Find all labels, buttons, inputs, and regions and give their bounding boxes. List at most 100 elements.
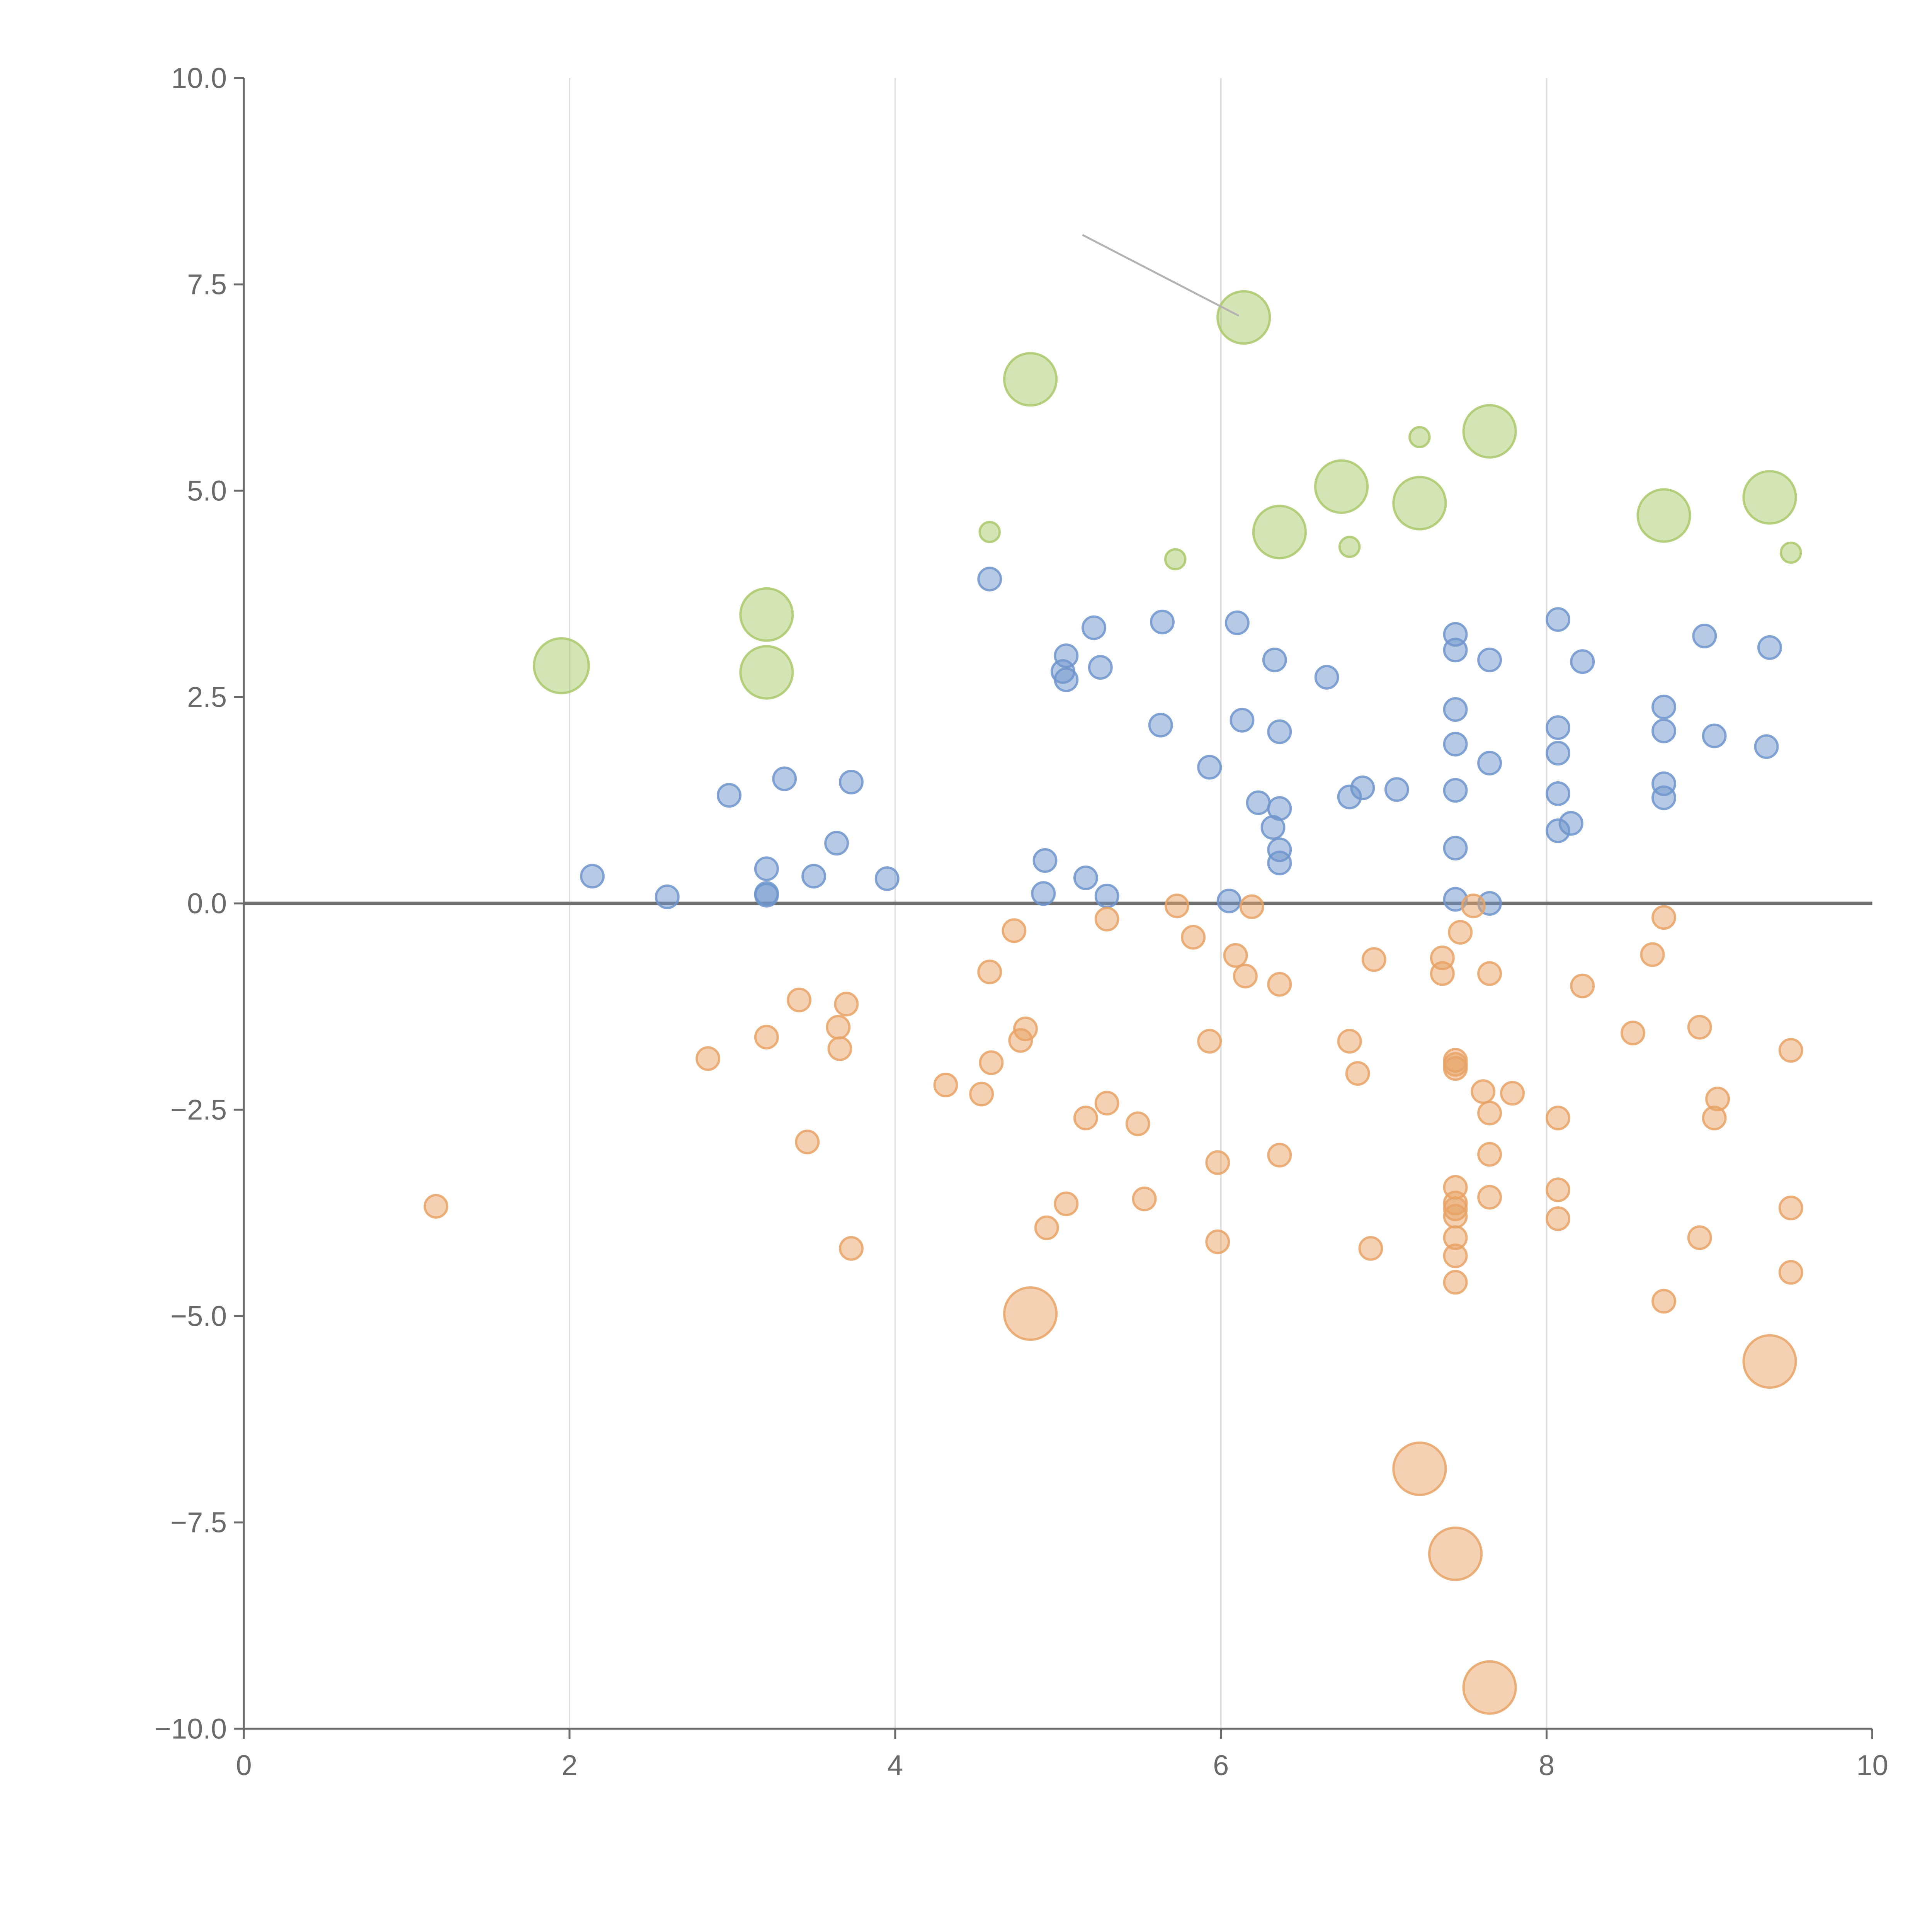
positive-bubble bbox=[1546, 741, 1571, 766]
positive-large-bubble bbox=[1338, 536, 1361, 558]
negative-bubble bbox=[834, 992, 859, 1017]
negative-bubble bbox=[1073, 1105, 1098, 1131]
x-tick-label: 8 bbox=[1539, 1749, 1554, 1781]
negative-bubble bbox=[969, 1082, 994, 1107]
negative-bubble bbox=[1345, 1061, 1370, 1086]
positive-bubble bbox=[1054, 643, 1079, 668]
positive-bubble bbox=[1477, 750, 1502, 776]
positive-bubble bbox=[1094, 883, 1119, 908]
positive-bubble bbox=[1267, 850, 1292, 876]
positive-large-bubble bbox=[1779, 541, 1802, 564]
positive-bubble bbox=[655, 884, 680, 909]
positive-bubble bbox=[1081, 615, 1106, 640]
positive-bubble bbox=[1032, 848, 1058, 873]
positive-bubble bbox=[1702, 723, 1727, 748]
positive-bubble bbox=[1246, 790, 1271, 815]
positive-bubble bbox=[1150, 609, 1175, 634]
negative-bubble bbox=[1477, 1142, 1502, 1167]
positive-bubble bbox=[1088, 655, 1113, 680]
positive-bubble bbox=[1197, 755, 1222, 780]
positive-bubble bbox=[1546, 607, 1571, 632]
positive-large-bubble bbox=[1392, 476, 1447, 531]
positive-large-bubble bbox=[978, 521, 1001, 543]
annotation-leader-line bbox=[1082, 234, 1240, 317]
negative-bubble bbox=[1197, 1029, 1222, 1054]
positive-large-bubble bbox=[739, 645, 794, 700]
x-tick-label: 6 bbox=[1213, 1749, 1229, 1781]
positive-large-bubble bbox=[1742, 470, 1797, 525]
negative-bubble bbox=[1094, 906, 1119, 932]
positive-bubble bbox=[1651, 718, 1676, 743]
positive-bubble bbox=[1054, 667, 1079, 692]
positive-bubble bbox=[801, 864, 827, 889]
positive-large-bubble bbox=[1314, 459, 1369, 514]
positive-large-bubble bbox=[1408, 426, 1431, 448]
negative-bubble bbox=[1125, 1111, 1150, 1136]
negative-bubble bbox=[795, 1129, 820, 1155]
negative-bubble bbox=[1003, 1286, 1058, 1341]
negative-bubble bbox=[1461, 893, 1486, 918]
negative-bubble bbox=[1778, 1038, 1803, 1063]
negative-bubble bbox=[1267, 972, 1292, 997]
positive-bubble bbox=[1692, 624, 1717, 648]
negative-bubble bbox=[1477, 1185, 1502, 1210]
positive-bubble bbox=[1216, 888, 1242, 913]
negative-bubble bbox=[1443, 1056, 1468, 1081]
negative-bubble bbox=[787, 987, 812, 1012]
positive-bubble bbox=[1443, 697, 1468, 722]
negative-bubble bbox=[979, 1050, 1004, 1075]
negative-bubble bbox=[1778, 1196, 1803, 1221]
positive-bubble bbox=[1230, 707, 1255, 733]
negative-bubble bbox=[1181, 925, 1206, 950]
negative-bubble bbox=[1640, 942, 1665, 967]
negative-bubble bbox=[1477, 961, 1502, 986]
positive-bubble bbox=[1384, 777, 1409, 802]
positive-bubble bbox=[1443, 638, 1468, 663]
negative-bubble bbox=[1013, 1016, 1038, 1041]
positive-bubble bbox=[754, 883, 779, 908]
positive-bubble bbox=[1558, 811, 1583, 836]
positive-bubble bbox=[824, 831, 849, 856]
negative-bubble bbox=[1443, 1243, 1468, 1269]
negative-bubble bbox=[423, 1194, 449, 1219]
negative-bubble bbox=[1477, 1100, 1502, 1126]
positive-large-bubble bbox=[533, 637, 590, 694]
negative-bubble bbox=[1430, 961, 1455, 986]
positive-bubble bbox=[1073, 865, 1098, 890]
positive-large-bubble bbox=[1003, 352, 1058, 407]
negative-bubble bbox=[1428, 1526, 1483, 1581]
negative-bubble bbox=[1361, 947, 1386, 972]
positive-large-bubble bbox=[1164, 548, 1187, 571]
positive-bubble bbox=[1546, 715, 1571, 740]
x-tick-label: 10 bbox=[1856, 1749, 1888, 1781]
negative-bubble bbox=[1546, 1206, 1571, 1231]
positive-bubble bbox=[874, 866, 900, 891]
negative-bubble bbox=[1742, 1334, 1797, 1389]
negative-bubble bbox=[839, 1236, 864, 1261]
y-tick-label: 0.0 bbox=[187, 888, 227, 920]
positive-bubble bbox=[580, 864, 605, 889]
y-tick-label: 7.5 bbox=[187, 269, 227, 301]
negative-bubble bbox=[1358, 1236, 1383, 1261]
negative-bubble bbox=[1687, 1225, 1712, 1250]
negative-bubble bbox=[827, 1036, 852, 1061]
y-tick-label: 5.0 bbox=[187, 475, 227, 507]
positive-bubble bbox=[977, 566, 1002, 592]
negative-bubble bbox=[1471, 1079, 1496, 1104]
positive-bubble bbox=[1443, 835, 1468, 861]
negative-bubble bbox=[1267, 1143, 1292, 1168]
positive-bubble bbox=[772, 766, 797, 791]
negative-bubble bbox=[1205, 1229, 1230, 1254]
negative-bubble bbox=[754, 1025, 779, 1050]
positive-bubble bbox=[1267, 719, 1292, 744]
positive-bubble bbox=[1225, 610, 1250, 635]
negative-bubble bbox=[1337, 1029, 1362, 1054]
negative-bubble bbox=[1620, 1020, 1645, 1046]
negative-bubble bbox=[1462, 1660, 1517, 1715]
negative-bubble bbox=[1164, 893, 1189, 918]
y-tick-label: −5.0 bbox=[170, 1300, 227, 1332]
positive-bubble bbox=[1262, 647, 1287, 672]
positive-bubble bbox=[1314, 665, 1339, 690]
positive-bubble bbox=[1757, 635, 1782, 660]
